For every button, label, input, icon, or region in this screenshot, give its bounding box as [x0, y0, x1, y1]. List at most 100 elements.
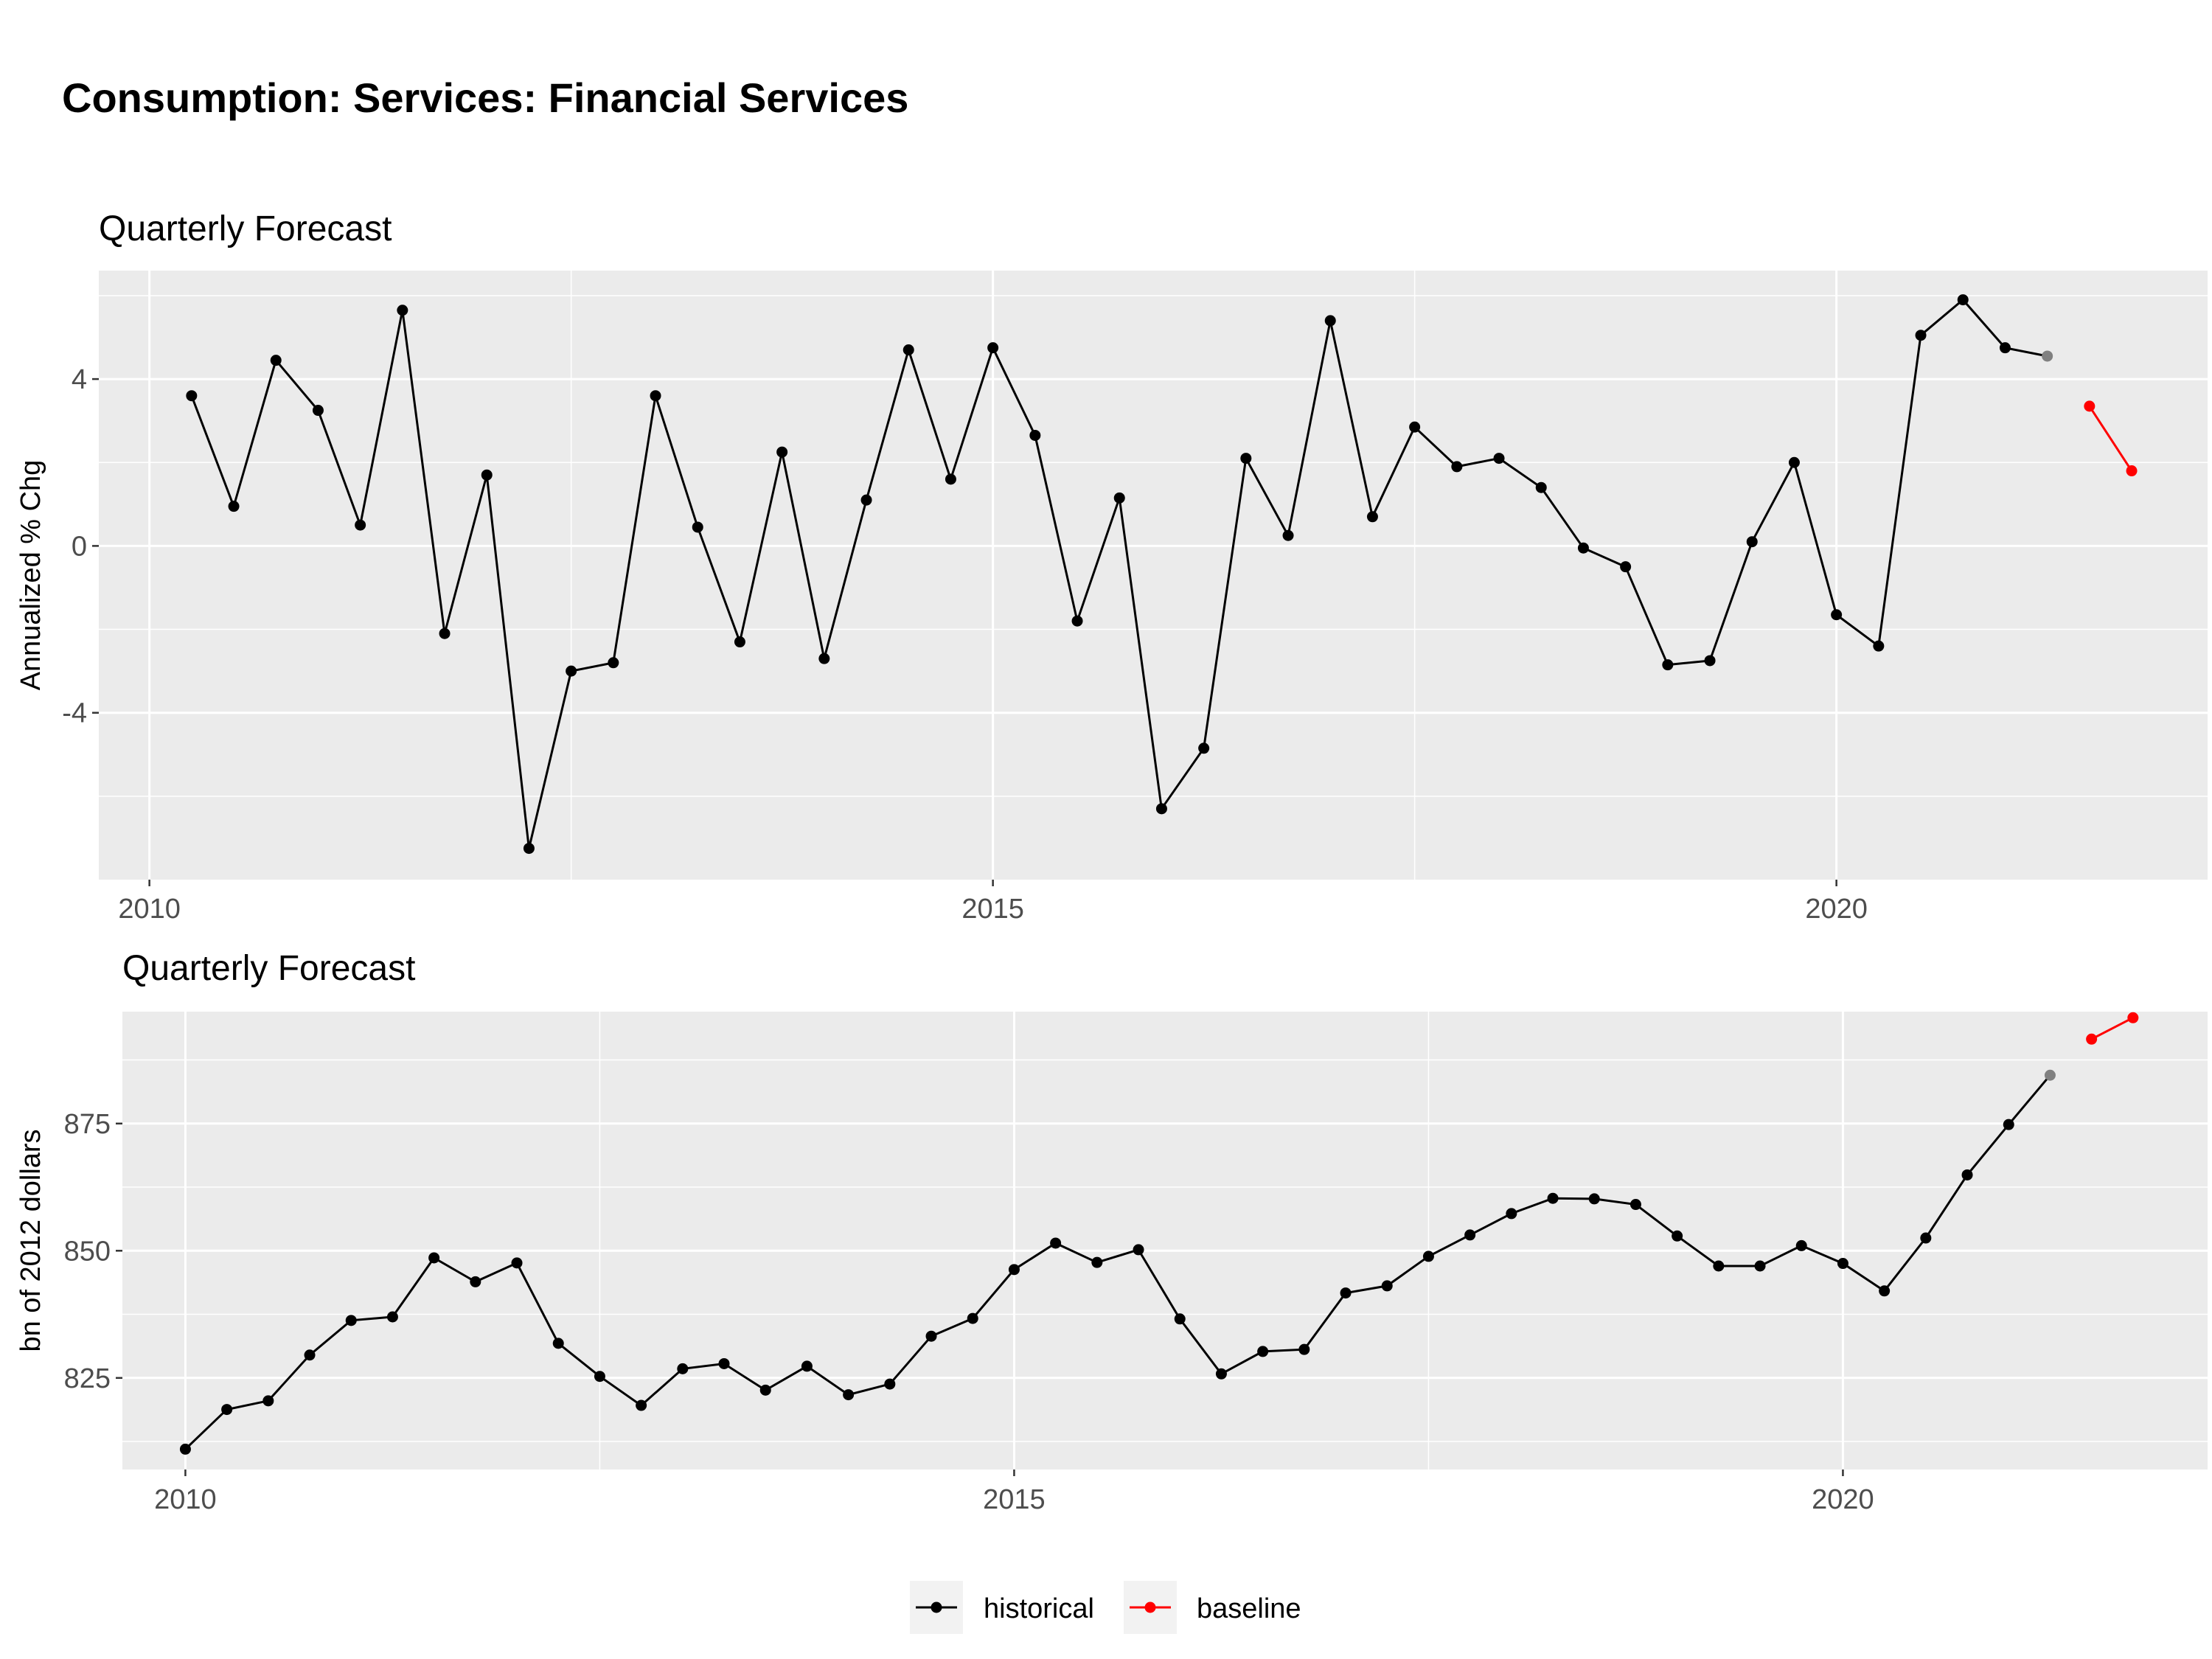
bottom-data-point-historical — [2003, 1119, 2014, 1130]
top-data-point-historical — [1873, 640, 1885, 652]
bottom-data-point-historical — [1464, 1229, 1476, 1241]
bottom-data-point-historical — [1381, 1280, 1393, 1292]
top-data-point-historical — [270, 355, 282, 366]
top-data-point-baseline — [2084, 400, 2096, 412]
top-data-point-historical — [2042, 350, 2053, 362]
bottom-series-line-historical — [184, 1074, 2051, 1450]
bottom-data-point-historical — [1008, 1264, 1020, 1276]
bottom-y-tick-label: 875 — [64, 1109, 111, 1140]
bottom-data-point-baseline — [2086, 1033, 2098, 1045]
top-panel: 2010 2015 2020 -4 0 4 Annualized % Chg — [15, 271, 2208, 925]
bottom-data-point-historical — [345, 1315, 357, 1326]
bottom-data-point-historical — [801, 1360, 813, 1372]
top-data-point-historical — [1451, 461, 1463, 473]
bottom-panel-title: Quarterly Forecast — [122, 949, 416, 988]
top-panel-background — [99, 271, 2208, 880]
top-data-point-baseline — [2126, 465, 2138, 477]
top-data-point-historical — [1198, 742, 1210, 754]
top-data-point-historical — [439, 627, 451, 639]
top-data-point-historical — [186, 390, 198, 402]
bottom-data-point-historical — [1050, 1237, 1062, 1249]
top-data-point-historical — [1535, 481, 1547, 493]
bottom-x-tick-label: 2020 — [1812, 1484, 1874, 1515]
top-data-point-historical — [987, 342, 999, 354]
bottom-data-point-historical — [1795, 1239, 1807, 1251]
top-data-point-historical — [1071, 615, 1083, 627]
top-data-point-historical — [860, 494, 872, 506]
top-data-point-historical — [1957, 294, 1969, 306]
legend-key-point-baseline — [1144, 1601, 1156, 1613]
bottom-data-point-historical — [1340, 1287, 1352, 1299]
bottom-data-point-historical — [1630, 1199, 1641, 1211]
top-data-point-historical — [608, 657, 619, 669]
top-data-point-historical — [692, 521, 703, 533]
bottom-data-point-historical — [718, 1357, 730, 1369]
top-data-point-historical — [1577, 542, 1589, 554]
bottom-data-point-historical — [1754, 1260, 1766, 1272]
top-data-point-historical — [1324, 315, 1336, 327]
top-data-point-historical — [818, 653, 830, 664]
bottom-data-point-historical — [1920, 1232, 1932, 1244]
top-data-point-historical — [1240, 453, 1252, 465]
bottom-data-point-historical — [1091, 1256, 1103, 1268]
bottom-panel-background — [122, 1012, 2208, 1470]
bottom-data-point-historical — [1215, 1368, 1227, 1380]
top-data-point-historical — [776, 446, 788, 458]
bottom-y-axis-title: bn of 2012 dollars — [15, 1129, 46, 1352]
top-data-point-historical — [523, 843, 535, 855]
bottom-data-point-historical — [1133, 1244, 1144, 1256]
bottom-x-tick-label: 2010 — [154, 1484, 217, 1515]
bottom-data-point-historical — [1547, 1192, 1559, 1204]
top-data-point-historical — [1029, 429, 1041, 441]
top-data-point-historical — [1788, 456, 1800, 468]
top-data-point-historical — [397, 305, 408, 316]
top-data-point-historical — [1999, 342, 2011, 354]
top-data-point-historical — [355, 519, 366, 531]
top-data-point-historical — [1704, 655, 1716, 667]
top-data-point-historical — [945, 473, 956, 485]
top-data-point-historical — [1113, 492, 1125, 504]
top-data-point-historical — [1493, 453, 1505, 465]
bottom-data-point-historical — [1298, 1343, 1310, 1355]
bottom-data-point-historical — [470, 1276, 481, 1287]
top-data-point-historical — [650, 390, 661, 402]
bottom-data-point-historical — [594, 1371, 605, 1382]
bottom-data-point-historical — [925, 1330, 937, 1342]
bottom-data-point-historical — [843, 1389, 855, 1401]
top-y-tick-label: -4 — [62, 698, 87, 729]
top-y-axis-title: Annualized % Chg — [15, 460, 46, 691]
bottom-data-point-historical — [1506, 1208, 1517, 1220]
bottom-data-point-historical — [1588, 1193, 1600, 1205]
legend: historical baseline — [910, 1581, 1301, 1634]
bottom-data-point-historical — [1879, 1285, 1891, 1297]
top-x-tick-label: 2020 — [1805, 894, 1868, 925]
top-x-tick-label: 2015 — [961, 894, 1024, 925]
bottom-data-point-historical — [1672, 1230, 1683, 1242]
bottom-data-point-historical — [1713, 1260, 1725, 1272]
top-data-point-historical — [1831, 609, 1843, 621]
bottom-data-point-historical — [1837, 1258, 1848, 1270]
legend-key-point-historical — [931, 1601, 942, 1613]
top-data-point-historical — [566, 665, 577, 677]
bottom-data-point-historical — [511, 1257, 523, 1269]
top-data-point-historical — [1662, 659, 1674, 671]
bottom-data-point-historical — [221, 1404, 233, 1416]
top-data-point-historical — [1620, 561, 1632, 573]
top-panel-title: Quarterly Forecast — [99, 209, 392, 248]
bottom-data-point-historical — [967, 1312, 978, 1324]
legend-label-historical: historical — [984, 1593, 1094, 1624]
bottom-series-line-baseline — [2090, 1016, 2134, 1040]
bottom-data-point-historical — [636, 1399, 647, 1411]
bottom-panel: 2010 2015 2020 825 850 875 bn of 2012 dollars — [15, 1012, 2208, 1515]
bottom-data-point-historical — [552, 1338, 564, 1349]
bottom-data-point-historical — [2044, 1069, 2056, 1081]
bottom-data-point-historical — [262, 1395, 274, 1407]
bottom-x-tick-label: 2015 — [983, 1484, 1046, 1515]
top-data-point-historical — [1746, 536, 1758, 548]
top-y-tick-label: 0 — [72, 531, 87, 562]
bottom-data-point-historical — [677, 1363, 689, 1374]
top-data-point-historical — [902, 344, 914, 355]
bottom-data-point-historical — [1961, 1169, 1973, 1180]
bottom-data-point-baseline — [2127, 1012, 2139, 1023]
